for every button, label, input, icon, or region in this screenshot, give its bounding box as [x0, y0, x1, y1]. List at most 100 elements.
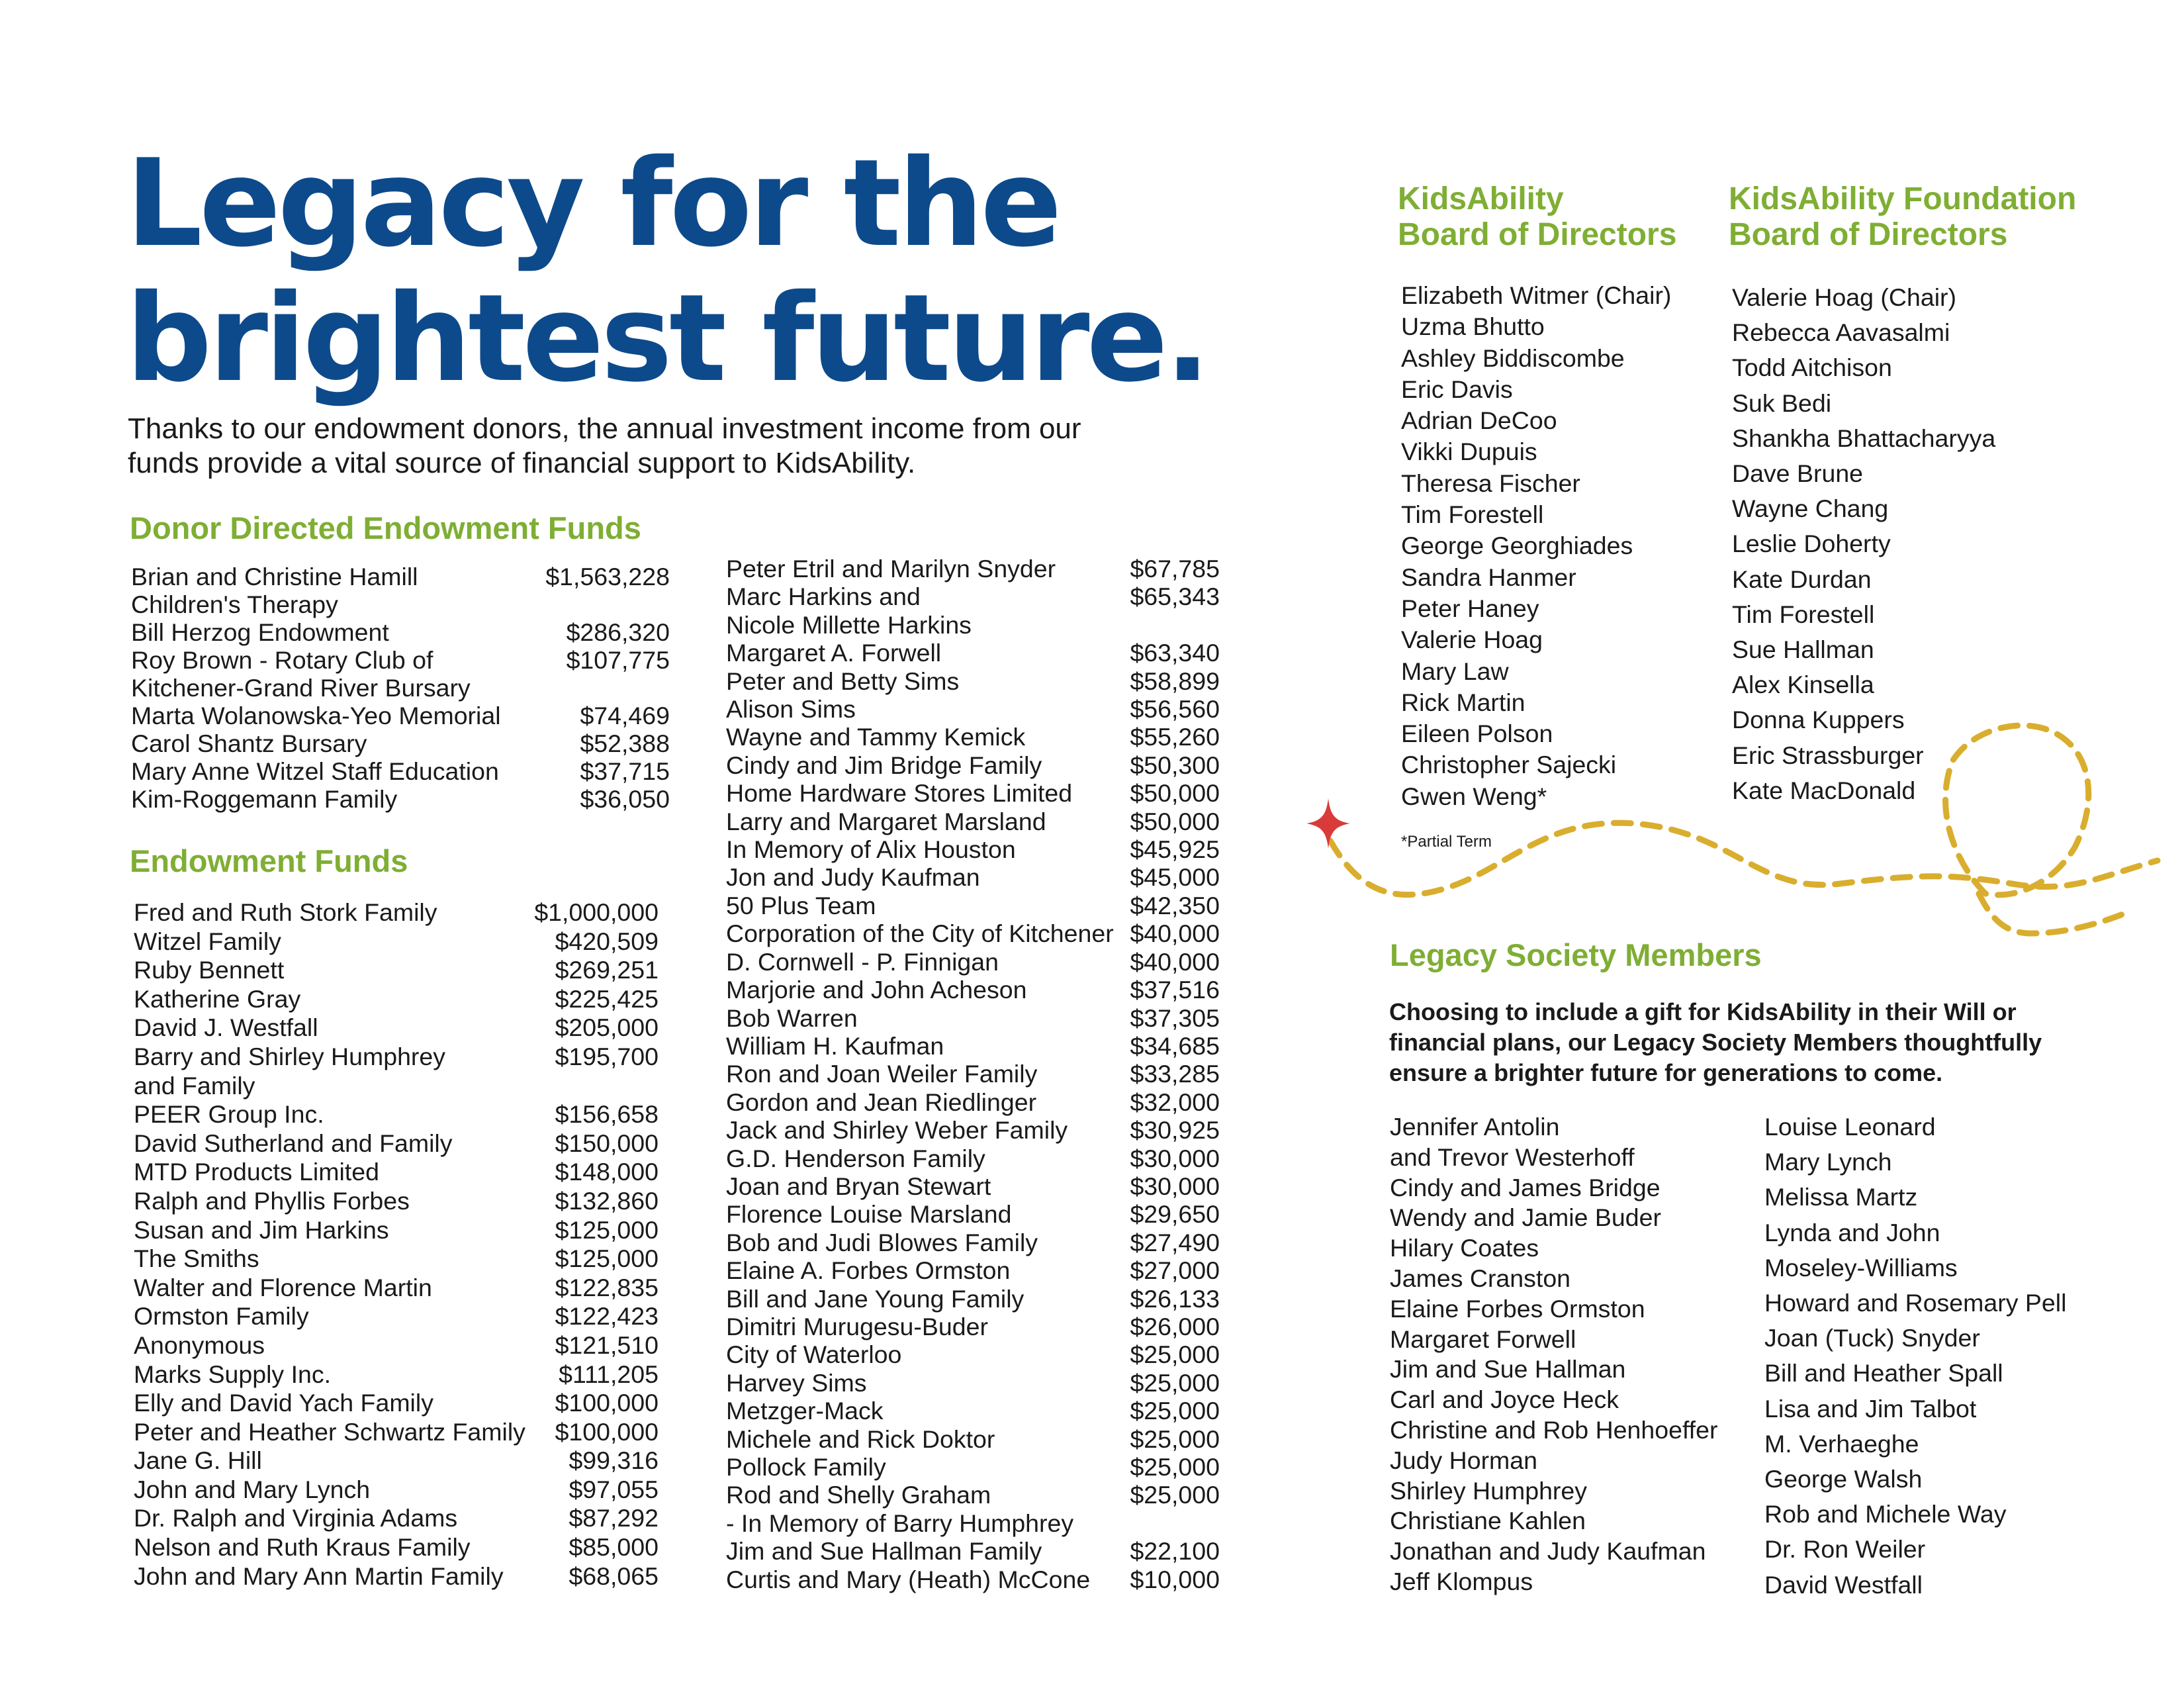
- donation-amount: $22,100: [1130, 1537, 1220, 1566]
- donation-amount: $25,000: [1130, 1397, 1220, 1425]
- donation-amount: $56,560: [1130, 695, 1220, 724]
- donor-name: Cindy and Jim Bridge Family: [726, 751, 1042, 779]
- legacy-member: Lisa and Jim Talbot: [1764, 1394, 1977, 1423]
- donation-amount: $50,000: [1130, 779, 1220, 808]
- donation-amount: $269,251: [555, 956, 659, 984]
- donation-amount: $150,000: [555, 1129, 659, 1157]
- donor-name: Bill Herzog Endowment: [131, 618, 389, 646]
- endowment-row: Cindy and Jim Bridge Family $50,300: [726, 751, 1220, 779]
- foundation-board-member: Sue Hallman: [1732, 635, 1874, 664]
- endowment-row: G.D. Henderson Family $30,000: [726, 1145, 1220, 1172]
- endowment-row: John and Mary Lynch $97,055: [134, 1476, 659, 1505]
- donor-directed-row: Mary Anne Witzel Staff Education $37,715: [131, 757, 670, 785]
- donor-name: Harvey Sims: [726, 1368, 867, 1397]
- legacy-member: Shirley Humphrey: [1390, 1476, 1588, 1505]
- endowment-row: Nelson and Ruth Kraus Family $85,000: [134, 1533, 659, 1562]
- legacy-member: Jennifer Antolin and Trevor Westerhoff: [1390, 1113, 1635, 1171]
- foundation-board-member: Kate MacDonald: [1732, 776, 1916, 804]
- endowment-row: Home Hardware Stores Limited $50,000: [726, 779, 1220, 807]
- endowment-row: Jack and Shirley Weber Family $30,925: [726, 1116, 1220, 1144]
- donor-directed-heading: Donor Directed Endowment Funds: [130, 510, 641, 545]
- endowment-row: Witzel Family $420,509: [134, 927, 659, 957]
- donation-amount: $125,000: [555, 1244, 659, 1273]
- donation-amount: $100,000: [555, 1389, 659, 1417]
- donor-directed-list: Brian and Christine Hamill Children's Th…: [131, 563, 670, 813]
- legacy-member: Bill and Heather Spall: [1764, 1359, 2003, 1387]
- foundation-board-member: Suk Bedi: [1732, 389, 1832, 417]
- donor-name: Jane G. Hill: [134, 1446, 262, 1475]
- endowment-row: Ruby Bennett $269,251: [134, 956, 659, 985]
- donor-name: 50 Plus Team: [726, 891, 876, 919]
- donation-amount: $67,785: [1130, 555, 1220, 583]
- donation-amount: $148,000: [555, 1158, 659, 1186]
- donor-name: Jim and Sue Hallman Family: [726, 1537, 1042, 1566]
- endowment-row: Metzger-Mack $25,000: [726, 1397, 1220, 1425]
- donor-name: Kim-Roggemann Family: [131, 785, 398, 813]
- foundation-board-member: Alex Kinsella: [1732, 671, 1874, 699]
- title-line-1: Legacy for the: [126, 133, 1062, 273]
- donation-amount: $42,350: [1130, 891, 1220, 919]
- donor-name: Anonymous: [134, 1331, 265, 1359]
- board-member: Sandra Hanmer: [1401, 563, 1576, 591]
- donor-name: Walter and Florence Martin: [134, 1273, 432, 1301]
- endowment-row: Dimitri Murugesu-Buder $26,000: [726, 1313, 1220, 1340]
- donation-amount: $63,340: [1130, 639, 1220, 667]
- board-member: Adrian DeCoo: [1401, 406, 1557, 435]
- donation-amount: $65,343: [1130, 583, 1220, 611]
- legacy-member: M. Verhaeghe: [1764, 1429, 1919, 1458]
- donation-amount: $225,425: [555, 984, 659, 1013]
- donation-amount: $1,000,000: [534, 898, 659, 926]
- endowment-row: Michele and Rick Doktor $25,000: [726, 1425, 1220, 1453]
- donation-amount: $74,469: [580, 702, 670, 729]
- donor-name: Joan and Bryan Stewart: [726, 1172, 991, 1200]
- donor-name: Elaine A. Forbes Ormston: [726, 1256, 1011, 1285]
- donor-directed-row: Roy Brown - Rotary Club of Kitchener-Gra…: [131, 646, 670, 702]
- donor-name: Witzel Family: [134, 927, 281, 955]
- donor-name: David J. Westfall: [134, 1013, 318, 1042]
- donor-name: Curtis and Mary (Heath) McCone: [726, 1565, 1091, 1593]
- donation-amount: $132,860: [555, 1186, 659, 1215]
- endowment-row: Jane G. Hill $99,316: [134, 1446, 659, 1476]
- endowment-heading: Endowment Funds: [130, 843, 408, 878]
- foundation-board-member: Donna Kuppers: [1732, 706, 1905, 734]
- donor-name: Dr. Ralph and Virginia Adams: [134, 1504, 458, 1532]
- donor-name: Ron and Joan Weiler Family: [726, 1060, 1038, 1088]
- donor-name: Jack and Shirley Weber Family: [726, 1116, 1068, 1145]
- endowment-row: MTD Products Limited $148,000: [134, 1158, 659, 1187]
- foundation-board-heading: KidsAbility Foundation Board of Director…: [1729, 181, 2076, 253]
- donor-name: Elly and David Yach Family: [134, 1389, 433, 1417]
- endowment-row: Harvey Sims $25,000: [726, 1369, 1220, 1397]
- legacy-society-heading: Legacy Society Members: [1390, 937, 1762, 972]
- donation-amount: $25,000: [1130, 1368, 1220, 1397]
- donation-amount: $420,509: [555, 927, 659, 955]
- legacy-member: Louise Leonard: [1764, 1113, 1936, 1141]
- endowment-row: Florence Louise Marsland $29,650: [726, 1200, 1220, 1228]
- endowment-row: Peter and Betty Sims $58,899: [726, 667, 1220, 695]
- donor-name: In Memory of Alix Houston: [726, 835, 1016, 864]
- foundation-board-member: Kate Durdan: [1732, 565, 1872, 593]
- donor-name: Katherine Gray: [134, 984, 301, 1013]
- donor-name: David Sutherland and Family: [134, 1129, 453, 1157]
- donation-amount: $100,000: [555, 1417, 659, 1446]
- donor-directed-row: Marta Wolanowska-Yeo Memorial $74,469: [131, 702, 670, 729]
- donation-amount: $32,000: [1130, 1088, 1220, 1116]
- endowment-row: Elly and David Yach Family $100,000: [134, 1389, 659, 1418]
- endowment-row: Fred and Ruth Stork Family $1,000,000: [134, 898, 659, 927]
- title-line-2: brightest future.: [126, 268, 1210, 408]
- donor-name: Dimitri Murugesu-Buder: [726, 1312, 988, 1340]
- donation-amount: $25,000: [1130, 1453, 1220, 1481]
- board-list: Elizabeth Witmer (Chair) Uzma Bhutto Ashle…: [1401, 280, 1719, 812]
- donor-name: John and Mary Ann Martin Family: [134, 1562, 504, 1590]
- endowment-row: John and Mary Ann Martin Family $68,065: [134, 1562, 659, 1591]
- donation-amount: $122,835: [555, 1273, 659, 1301]
- board-member: Vikki Dupuis: [1401, 438, 1537, 466]
- donor-name: Bill and Jane Young Family: [726, 1284, 1024, 1313]
- foundation-heading-line-2: Board of Directors: [1729, 217, 2008, 252]
- endowment-row: City of Waterloo $25,000: [726, 1340, 1220, 1368]
- endowment-row: Marc Harkins and Nicole Millette Harkins…: [726, 583, 1220, 639]
- endowment-row: Bob Warren $37,305: [726, 1004, 1220, 1032]
- legacy-member: Jim and Sue Hallman: [1390, 1355, 1626, 1383]
- donor-name: Susan and Jim Harkins: [134, 1215, 389, 1244]
- donation-amount: $45,925: [1130, 835, 1220, 864]
- endowment-row: In Memory of Alix Houston $45,925: [726, 835, 1220, 863]
